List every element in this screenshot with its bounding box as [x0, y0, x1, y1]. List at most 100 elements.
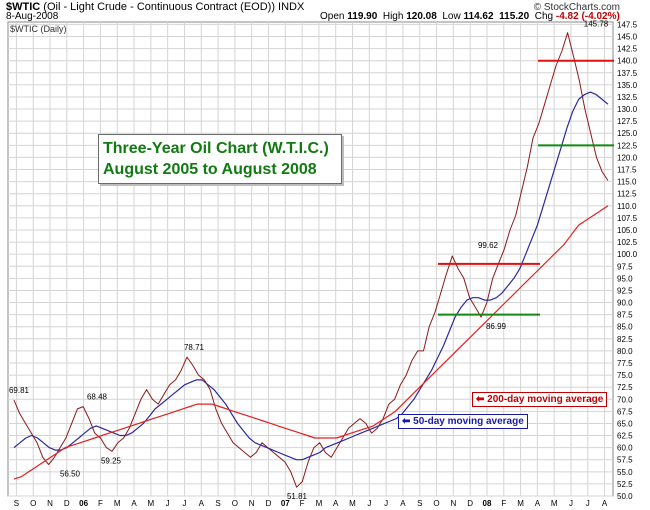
close-value: 115.20	[499, 11, 530, 22]
y-tick-label: 77.5	[617, 359, 633, 368]
x-tick-label: J	[569, 499, 573, 508]
y-tick-label: 125.0	[617, 129, 638, 138]
series-tag: $WTIC (Daily)	[10, 24, 67, 34]
y-tick-label: 122.5	[617, 141, 638, 150]
y-tick-label: 80.0	[617, 347, 633, 356]
low-label: Low	[442, 11, 461, 22]
ma50-series-line	[13, 91, 609, 461]
y-tick-label: 85.0	[617, 323, 633, 332]
x-tick-label: M	[551, 499, 558, 508]
y-tick-label: 87.5	[617, 311, 633, 320]
y-tick-label: 147.5	[617, 20, 638, 29]
x-tick-label: 07	[281, 499, 290, 508]
x-tick-label: A	[400, 499, 406, 508]
ma200-note: ⬅ 200-day moving average	[472, 392, 608, 407]
y-tick-label: 70.0	[617, 395, 633, 404]
y-tick-label: 82.5	[617, 335, 633, 344]
chart-title: $WTIC (Oil - Light Crude - Continuous Co…	[6, 1, 304, 13]
x-tick-label: O	[232, 499, 238, 508]
chart-callout: Three-Year Oil Chart (W.T.I.C.) August 2…	[98, 134, 342, 184]
x-tick-label: F	[501, 499, 506, 508]
x-tick-label: O	[433, 499, 439, 508]
x-tick-label: D	[467, 499, 473, 508]
y-tick-label: 92.5	[617, 286, 633, 295]
ma50-note-text: 50-day moving average	[413, 416, 524, 427]
x-tick-label: J	[367, 499, 371, 508]
y-tick-label: 102.5	[617, 238, 638, 247]
y-tick-label: 52.5	[617, 480, 633, 489]
y-tick-label: 110.0	[617, 202, 637, 211]
x-tick-label: A	[535, 499, 541, 508]
x-tick-label: N	[47, 499, 53, 508]
x-tick-label: S	[14, 499, 19, 508]
symbol-label: $WTIC	[6, 1, 41, 13]
x-tick-label: M	[349, 499, 356, 508]
x-tick-label: F	[300, 499, 305, 508]
x-tick-label: A	[131, 499, 137, 508]
y-tick-label: 142.5	[617, 45, 638, 54]
y-tick-label: 50.0	[617, 492, 633, 501]
y-tick-label: 97.5	[617, 262, 633, 271]
price-series-line	[13, 32, 609, 488]
x-tick-label: 06	[79, 499, 88, 508]
y-tick-label: 55.0	[617, 468, 633, 477]
y-tick-label: 145.0	[617, 33, 638, 42]
quote-bar: Open 119.90 High 120.08 Low 114.62 115.2…	[320, 11, 620, 22]
y-tick-label: 62.5	[617, 432, 633, 441]
x-tick-label: M	[148, 499, 155, 508]
chg-label: Chg	[534, 11, 554, 22]
x-tick-label: J	[384, 499, 388, 508]
high-value: 120.08	[406, 11, 437, 22]
x-tick-label: F	[98, 499, 103, 508]
callout-line-1: Three-Year Oil Chart (W.T.I.C.)	[103, 140, 329, 157]
y-tick-label: 127.5	[617, 117, 638, 126]
ma200-note-text: 200-day moving average	[487, 394, 604, 405]
y-tick-label: 135.0	[617, 81, 638, 90]
high-label: High	[382, 11, 404, 22]
x-tick-label: D	[266, 499, 272, 508]
x-tick-label: M	[517, 499, 524, 508]
symbol-description: (Oil - Light Crude - Continuous Contract…	[40, 1, 305, 13]
price-annotation: 69.81	[9, 386, 30, 395]
x-tick-label: J	[586, 499, 590, 508]
ma200-series-line	[13, 205, 609, 480]
chart-date: 8-Aug-2008	[6, 11, 59, 22]
y-tick-label: 57.5	[617, 456, 633, 465]
price-annotation: 99.62	[478, 241, 499, 250]
x-tick-label: J	[166, 499, 170, 508]
y-tick-label: 100.0	[617, 250, 638, 259]
y-tick-label: 105.0	[617, 226, 638, 235]
x-tick-label: M	[114, 499, 121, 508]
x-tick-label: J	[182, 499, 186, 508]
y-tick-label: 60.0	[617, 444, 633, 453]
y-tick-label: 120.0	[617, 153, 638, 162]
x-tick-label: A	[199, 499, 205, 508]
x-tick-label: S	[215, 499, 220, 508]
x-tick-label: A	[602, 499, 608, 508]
brand-label: © StockCharts.com	[533, 2, 620, 13]
price-annotation: 78.71	[184, 343, 205, 352]
price-annotation: 68.48	[87, 393, 108, 402]
open-label: Open	[320, 11, 345, 22]
y-tick-label: 107.5	[617, 214, 638, 223]
y-tick-label: 137.5	[617, 69, 638, 78]
price-annotation: 86.99	[486, 322, 507, 331]
y-tick-label: 65.0	[617, 419, 633, 428]
x-tick-label: M	[316, 499, 323, 508]
price-annotation: 51.81	[287, 492, 308, 501]
x-tick-label: N	[450, 499, 456, 508]
y-tick-label: 140.0	[617, 57, 638, 66]
price-annotation: 59.25	[101, 456, 122, 465]
x-tick-label: O	[30, 499, 36, 508]
ma50-note: ⬅ 50-day moving average	[398, 414, 528, 429]
x-tick-label: S	[417, 499, 422, 508]
y-tick-label: 67.5	[617, 407, 633, 416]
y-tick-label: 75.0	[617, 371, 633, 380]
x-tick-label: A	[333, 499, 339, 508]
x-tick-label: N	[249, 499, 255, 508]
price-annotation: 145.78	[584, 20, 609, 29]
price-annotation: 56.50	[60, 470, 81, 479]
low-value: 114.62	[463, 11, 494, 22]
